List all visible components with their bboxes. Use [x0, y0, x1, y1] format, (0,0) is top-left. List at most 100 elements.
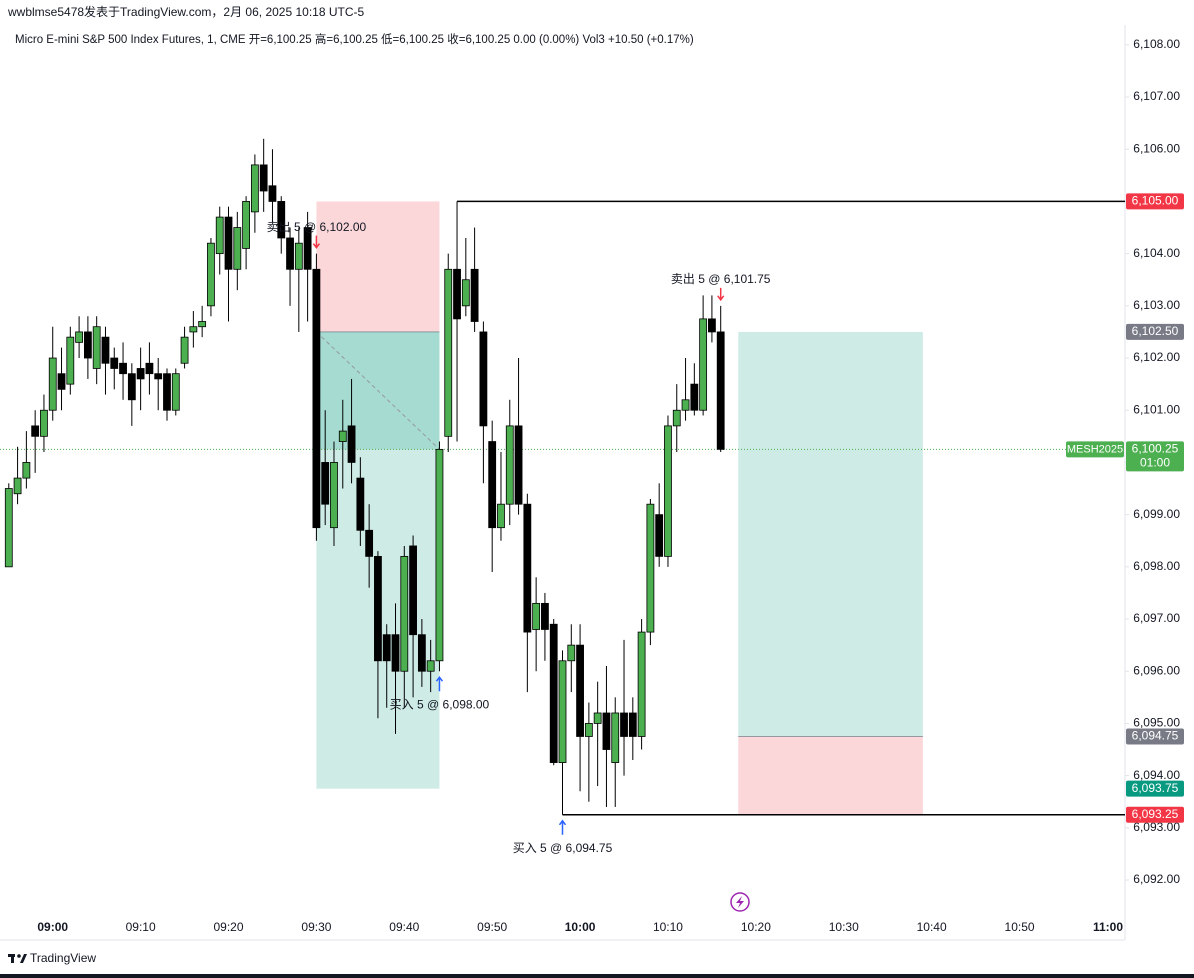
last-price-box — [1126, 441, 1184, 472]
body — [356, 477, 365, 531]
header: wwblmse5478发表于TradingView.com，2月 06, 202… — [7, 4, 364, 19]
x-tick-label: 09:20 — [214, 920, 244, 934]
body — [514, 425, 523, 505]
body — [4, 488, 13, 568]
candle — [541, 592, 549, 661]
body — [611, 712, 620, 763]
body — [400, 555, 409, 672]
candle — [646, 498, 655, 646]
candle — [154, 358, 163, 411]
body — [497, 503, 505, 529]
candle — [136, 347, 145, 411]
price-label-box — [1126, 728, 1184, 745]
body — [409, 545, 417, 636]
body — [119, 362, 127, 375]
candle — [567, 624, 576, 693]
price-label: 6,093.75 — [1132, 781, 1179, 795]
sell-arrow — [717, 287, 725, 302]
body — [672, 409, 681, 427]
body — [303, 227, 312, 270]
candle — [57, 347, 66, 411]
price-label-box — [1126, 193, 1184, 210]
trade-path — [316, 331, 440, 450]
body — [40, 409, 48, 437]
candle — [338, 399, 347, 489]
candle — [620, 639, 628, 776]
body — [541, 602, 549, 630]
candle — [224, 206, 233, 322]
candle — [523, 493, 532, 693]
candle — [532, 577, 541, 672]
x-tick-label: 10:40 — [917, 920, 947, 934]
candle — [382, 624, 391, 708]
body — [549, 623, 558, 763]
trade-label: 卖出 5 @ 6,102.00 — [267, 220, 367, 234]
candle — [48, 326, 57, 421]
body — [593, 712, 602, 724]
candle — [40, 394, 48, 452]
body — [215, 216, 224, 255]
body — [576, 644, 584, 737]
buy-arrow — [435, 675, 444, 692]
x-tick-label: 10:00 — [565, 920, 596, 934]
body — [655, 514, 664, 557]
y-tick-label: 6,103.00 — [1133, 298, 1180, 312]
body — [699, 318, 708, 411]
candle — [145, 342, 154, 395]
body — [426, 660, 435, 672]
candle — [294, 227, 303, 332]
candle — [75, 316, 84, 359]
candle — [453, 201, 461, 442]
body — [286, 237, 294, 270]
candle — [286, 227, 294, 306]
tv-logo — [8, 954, 27, 963]
body — [83, 331, 92, 359]
body — [180, 336, 189, 364]
buy-arrow — [558, 819, 567, 835]
stop-zone — [316, 201, 440, 332]
candle — [207, 237, 215, 317]
body — [224, 216, 233, 270]
body — [136, 368, 145, 380]
candle — [127, 363, 136, 426]
body — [690, 383, 699, 411]
body — [558, 660, 567, 763]
x-tick-label: 10:50 — [1005, 920, 1035, 934]
candle — [250, 154, 259, 233]
price-label: 6,094.75 — [1132, 729, 1179, 743]
candle — [163, 368, 171, 421]
y-tick-label: 6,095.00 — [1133, 716, 1180, 730]
candle — [479, 321, 488, 484]
candle — [374, 551, 382, 719]
candle — [330, 441, 338, 546]
lightning-icon[interactable] — [730, 892, 750, 912]
body — [294, 242, 303, 270]
body — [145, 362, 154, 375]
y-tick-label: 6,097.00 — [1133, 611, 1180, 625]
candle — [628, 697, 637, 760]
body — [101, 336, 110, 364]
x-tick-label: 09:00 — [37, 920, 68, 934]
body — [532, 602, 541, 630]
candle — [514, 358, 523, 515]
trade-label: 买入 5 @ 6,098.00 — [390, 697, 490, 711]
candle — [664, 415, 672, 567]
last-price-label: 6,100.25 — [1132, 442, 1179, 456]
countdown: 01:00 — [1140, 456, 1170, 470]
body — [637, 631, 646, 737]
y-tick-label: 6,094.00 — [1133, 768, 1180, 782]
candle — [470, 227, 479, 332]
candle — [347, 378, 356, 484]
y-tick-label: 6,106.00 — [1133, 141, 1180, 155]
y-tick-label: 6,108.00 — [1133, 37, 1180, 51]
price-label-box — [1126, 780, 1184, 797]
body — [628, 712, 637, 737]
candle — [189, 311, 198, 348]
candle — [611, 697, 620, 807]
candle — [426, 639, 435, 693]
body — [347, 425, 356, 463]
body — [207, 242, 215, 307]
body — [268, 185, 277, 202]
bottom-bar — [0, 974, 1194, 978]
candle — [602, 666, 611, 807]
